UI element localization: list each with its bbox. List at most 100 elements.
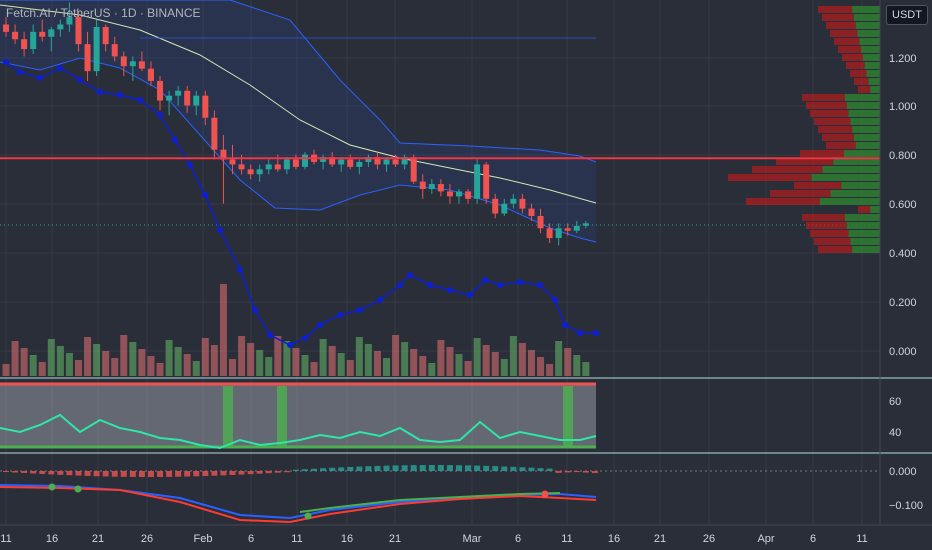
- volume-bar: [147, 356, 155, 376]
- volume-profile-up: [861, 46, 880, 53]
- macd-histogram-bar: [66, 471, 73, 476]
- volume-bar: [165, 340, 173, 376]
- volume-profile-up: [841, 182, 880, 189]
- candle-body: [537, 215, 544, 229]
- candle-body: [256, 169, 263, 175]
- volume-bar: [219, 284, 227, 376]
- volume-profile-down: [770, 190, 831, 197]
- candle-body: [292, 159, 299, 167]
- macd-cross-dot: [541, 490, 549, 498]
- volume-bar: [283, 341, 291, 376]
- volume-bar: [437, 340, 445, 376]
- price-axis[interactable]: 1.200 1.000 0.800 0.600 0.400 0.200 0.000 60 40 0…: [879, 0, 923, 525]
- macd-histogram-bar: [356, 466, 363, 471]
- macd-histogram-bar: [564, 471, 571, 473]
- macd-histogram-bar: [93, 471, 100, 477]
- volume-profile-down: [752, 166, 823, 173]
- candle-body: [66, 17, 73, 25]
- candle-body: [238, 164, 245, 170]
- volume-bar: [419, 356, 427, 376]
- volume-profile-up: [848, 110, 880, 117]
- sar-dot: [237, 267, 243, 273]
- volume-profile-down: [822, 14, 854, 21]
- volume-profile-down: [830, 30, 858, 37]
- sar-dot: [117, 92, 123, 98]
- macd-histogram-bar: [365, 466, 372, 471]
- volume-bar: [527, 350, 535, 376]
- macd-histogram-bar: [247, 471, 254, 475]
- macd-histogram-bar: [419, 465, 426, 471]
- candle-body: [483, 164, 490, 199]
- volume-bar: [274, 336, 282, 376]
- candle-body: [166, 95, 173, 101]
- volume-profile-up: [862, 54, 880, 61]
- macd-histogram-bar: [129, 471, 136, 477]
- volume-profile-down: [802, 94, 845, 101]
- macd-histogram-bar: [39, 471, 46, 474]
- currency-button[interactable]: USDT: [886, 5, 928, 25]
- candle-body: [356, 161, 363, 167]
- volume-profile-down: [814, 238, 851, 245]
- sar-dot: [37, 75, 43, 81]
- time-axis[interactable]: 11 16 21 26 Feb 6 11 16 21 Mar 6 11 16 21 26 Apr 6 11: [0, 524, 932, 545]
- volume-bar: [364, 344, 372, 376]
- macd-cross-dot: [74, 485, 82, 493]
- time-tick-label: 6: [248, 533, 254, 545]
- sar-dot: [287, 342, 293, 348]
- oscillator-tick-label: 40: [889, 427, 901, 439]
- volume-bar: [129, 342, 137, 376]
- volume-profile-down: [826, 22, 856, 29]
- candle-body: [419, 181, 426, 189]
- sar-dot: [397, 282, 403, 288]
- sar-dot: [202, 192, 208, 198]
- candle-body: [510, 198, 517, 204]
- volume-bar: [446, 347, 454, 376]
- volume-bar: [65, 353, 73, 376]
- volume-bar: [120, 335, 128, 376]
- candle-body: [573, 225, 580, 231]
- volume-profile-up: [853, 134, 880, 141]
- candle-body: [528, 208, 535, 216]
- sar-dot: [172, 137, 178, 143]
- sar-dot: [593, 330, 599, 336]
- oscillator-signal-bar: [563, 386, 573, 448]
- oscillator-band: [0, 384, 596, 448]
- macd-histogram-bar: [202, 471, 209, 477]
- macd-histogram-bar: [301, 469, 308, 471]
- volume-profile-up: [870, 86, 880, 93]
- candle-body: [465, 191, 472, 199]
- volume-bar: [410, 349, 418, 376]
- sar-dot: [187, 162, 193, 168]
- candle-body: [555, 228, 562, 239]
- macd-cross-dot: [304, 512, 312, 520]
- sar-dot: [482, 277, 488, 283]
- volume-bar: [20, 348, 28, 376]
- macd-histogram-bar: [456, 465, 462, 471]
- volume-profile-up: [868, 78, 880, 85]
- macd-histogram-bar: [193, 471, 200, 477]
- macd-histogram-bar: [211, 471, 218, 476]
- candle-body: [220, 149, 227, 160]
- macd-histogram-bar: [582, 471, 589, 473]
- sar-dot: [57, 65, 63, 71]
- volume-bar: [509, 336, 517, 376]
- sar-dot: [337, 312, 343, 318]
- candle-body: [437, 184, 444, 192]
- volume-profile-up: [864, 62, 880, 69]
- time-tick-label: 21: [389, 533, 401, 545]
- macd-histogram-bar: [147, 471, 154, 477]
- time-tick-label: 26: [703, 533, 715, 545]
- volume-profile-down: [814, 118, 851, 125]
- price-tick-label: 0.000: [889, 346, 917, 358]
- volume-profile-up: [866, 70, 880, 77]
- candle-body: [265, 164, 272, 170]
- macd-histogram-bar: [546, 468, 553, 471]
- volume-profile-down: [806, 222, 847, 229]
- volume-profile-down: [800, 150, 844, 157]
- volume-bar: [183, 354, 191, 376]
- sar-dot: [537, 282, 543, 288]
- macd-histogram-bar: [573, 471, 580, 473]
- candle-body: [338, 159, 345, 165]
